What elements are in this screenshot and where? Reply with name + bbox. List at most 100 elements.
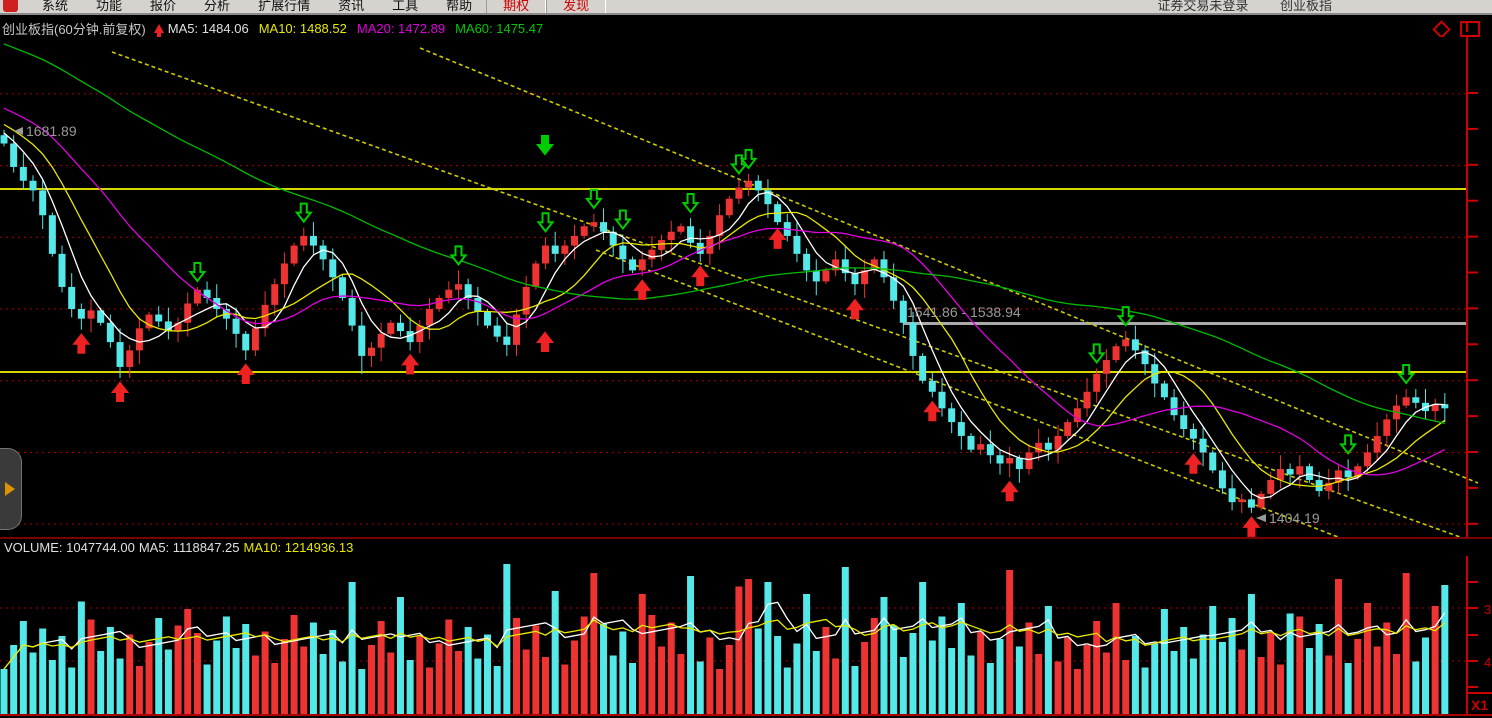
volume-ma5-readout: MA5: 1118847.25 xyxy=(138,540,240,555)
volume-bar xyxy=(677,654,685,714)
volume-bar xyxy=(39,628,47,714)
pane-divider[interactable] xyxy=(0,537,1492,539)
volume-bar xyxy=(1228,618,1236,714)
candle-body xyxy=(619,245,627,260)
candle-body xyxy=(1373,435,1381,453)
menu-item-function[interactable]: 功能 xyxy=(96,0,123,13)
volume-bar xyxy=(174,625,182,714)
volume-bar xyxy=(841,567,849,714)
volume-bar xyxy=(561,664,569,714)
volume-bar xyxy=(648,615,656,714)
volume-bar xyxy=(783,667,791,714)
volume-bar xyxy=(619,631,627,714)
candle-body xyxy=(338,277,346,298)
volume-bar xyxy=(435,643,443,714)
candle-body xyxy=(967,435,975,450)
volume-bar xyxy=(1160,609,1168,714)
candle-body xyxy=(445,289,453,298)
volume-bar xyxy=(261,631,269,714)
volume-bar xyxy=(580,616,588,714)
candle-body xyxy=(1122,339,1130,347)
gap-range-label: 1541.86 - 1538.94 xyxy=(907,304,1021,320)
volume-bar xyxy=(522,649,530,714)
candle-body xyxy=(1334,470,1342,483)
candle-body xyxy=(822,270,830,282)
candle-body xyxy=(1354,466,1362,478)
volume-bar xyxy=(280,639,288,714)
buy-signal-arrow xyxy=(768,228,787,249)
volume-bar xyxy=(754,628,762,714)
candle-body xyxy=(97,310,105,323)
candle-body xyxy=(841,259,849,274)
candle-body xyxy=(1315,480,1323,492)
volume-bar xyxy=(164,649,172,714)
volume-bar xyxy=(416,636,424,714)
app-logo-icon[interactable] xyxy=(3,0,18,12)
diamond-marker-icon[interactable] xyxy=(1432,19,1451,39)
volume-bar xyxy=(1286,613,1294,714)
volume-bar xyxy=(977,631,985,714)
menu-item-help[interactable]: 帮助 xyxy=(446,0,473,13)
volume-bar xyxy=(126,634,134,714)
candle-body xyxy=(928,380,936,392)
volume-bar xyxy=(1325,655,1333,714)
candle-body xyxy=(1441,404,1449,409)
menu-item-extended[interactable]: 扩展行情 xyxy=(258,0,311,13)
menu-item-tools[interactable]: 工具 xyxy=(392,0,419,13)
menu-item-quote[interactable]: 报价 xyxy=(150,0,177,13)
sidebar-expander-tab[interactable] xyxy=(0,448,22,530)
login-status-text[interactable]: 证券交易未登录 xyxy=(1157,0,1249,13)
volume-bar xyxy=(493,666,501,714)
volume-bar xyxy=(348,582,356,714)
ma60-readout: MA60: 1475.47 xyxy=(455,20,544,36)
volume-bar xyxy=(870,618,878,714)
main-chart-pane[interactable]: 1681.89 1541.86 - 1538.94 1404.19 xyxy=(0,37,1492,537)
volume-bar xyxy=(1102,652,1110,714)
buy-signal-arrow xyxy=(923,400,942,422)
menu-item-discover[interactable]: 发现 xyxy=(546,0,607,13)
volume-bar xyxy=(1441,585,1449,714)
zoom-level-label[interactable]: X1 xyxy=(1471,697,1488,713)
volume-bar xyxy=(551,591,559,714)
volume-bar xyxy=(880,597,888,714)
buy-signal-arrow xyxy=(691,265,710,287)
menu-item-options[interactable]: 期权 xyxy=(486,0,547,13)
candle-body xyxy=(184,303,192,323)
candlestick-chart-canvas[interactable]: 1681.89 1541.86 - 1538.94 1404.19 xyxy=(0,37,1492,537)
candle-body xyxy=(600,222,608,232)
menu-item-analysis[interactable]: 分析 xyxy=(204,0,231,13)
volume-chart-pane[interactable]: 3 4 X1 xyxy=(0,556,1492,714)
candle-body xyxy=(435,297,443,310)
menu-item-system[interactable]: 系统 xyxy=(42,0,69,13)
volume-ma5-line xyxy=(3,601,1446,670)
volume-bar xyxy=(425,667,433,714)
volume-bar xyxy=(638,594,646,714)
volume-bar xyxy=(271,663,279,714)
volume-bar xyxy=(503,564,511,714)
volume-bar xyxy=(986,663,994,714)
candle-body xyxy=(909,322,917,356)
candle-body xyxy=(213,297,221,310)
candle-body xyxy=(609,231,617,246)
volume-ma10-line xyxy=(3,618,1446,670)
volume-bar xyxy=(793,643,801,714)
volume-bar xyxy=(1122,660,1130,714)
volume-bar xyxy=(1296,616,1304,714)
volume-bar xyxy=(300,646,308,714)
candle-body xyxy=(1344,470,1352,478)
candle-body xyxy=(561,245,569,254)
candle-body xyxy=(271,284,279,305)
volume-bar xyxy=(1247,594,1255,714)
candle-body xyxy=(358,325,366,356)
volume-chart-canvas[interactable]: 3 4 X1 xyxy=(0,556,1492,714)
candle-body xyxy=(1296,466,1304,475)
volume-bar xyxy=(1035,654,1043,714)
menu-item-news[interactable]: 资讯 xyxy=(338,0,365,13)
volume-bar xyxy=(1015,646,1023,714)
split-window-icon[interactable] xyxy=(1460,21,1480,37)
candle-body xyxy=(1238,499,1246,503)
candle-body xyxy=(938,391,946,409)
volume-bar xyxy=(957,603,965,714)
volume-bar xyxy=(1276,664,1284,714)
candle-body xyxy=(454,284,462,290)
